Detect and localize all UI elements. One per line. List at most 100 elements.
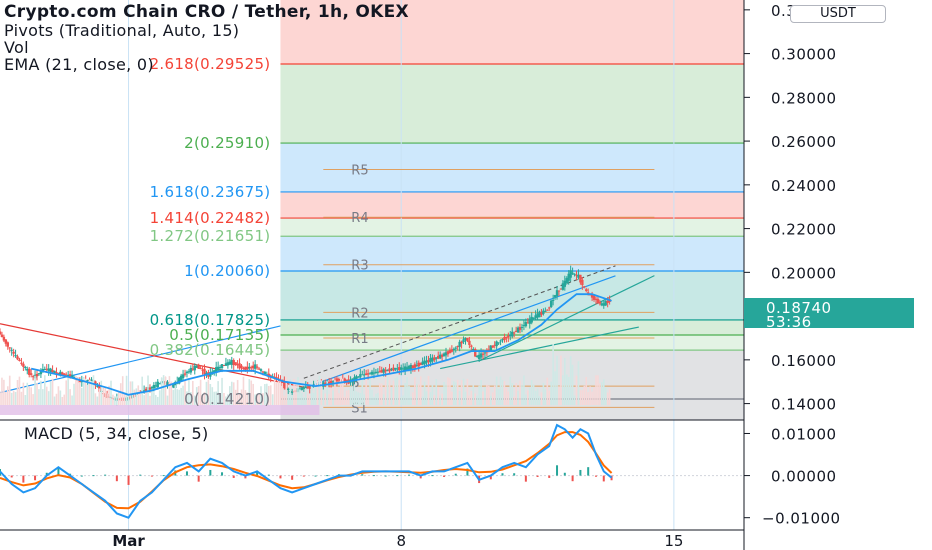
candle-body [226,362,230,366]
candle-body [144,388,148,392]
macd-histogram-bar [244,475,247,479]
macd-histogram-bar [127,475,130,485]
volume-bar [291,394,293,405]
candle-body [456,346,459,348]
volume-bar [530,380,533,405]
symbol-title[interactable]: Crypto.com Chain CRO / Tether, 1h, OKEX [4,2,409,22]
volume-bar [14,391,17,405]
volume-bar [334,379,336,405]
candle-body [259,369,263,371]
volume-bar [451,391,453,405]
candle-body [468,340,471,345]
candle-body [86,379,89,381]
volume-bar [367,389,369,405]
volume-bar [365,377,367,405]
candle-body [444,352,448,356]
volume-bar [493,385,496,405]
candle-body [598,301,602,304]
candle-body [242,367,245,369]
pivots-indicator-label[interactable]: Pivots (Traditional, Auto, 15) [4,21,240,40]
candle-body [524,322,528,327]
candle-body [39,370,43,375]
volume-bar [408,385,410,405]
candle-body [189,367,193,373]
volume-bar [184,380,186,405]
volume-bar [591,391,593,405]
candle-body [253,364,257,369]
volume-bar [174,385,177,405]
candle-body [569,270,572,278]
volume-bar [221,377,223,405]
volume-bar [182,385,184,405]
candle-body [343,378,346,384]
volume-bar [406,377,408,405]
macd-histogram-bar [80,475,83,477]
volume-bar [447,377,449,405]
candle-body [203,368,206,375]
volume-bar [127,393,130,405]
candle-body [359,374,362,378]
candle-body [20,362,23,364]
volume-bar [256,393,258,405]
candle-body [538,311,541,318]
volume-bar [186,391,188,405]
volume-bar [28,386,31,405]
volume-bar [65,380,68,405]
currency-badge[interactable]: USDT [790,5,886,23]
volume-bar [419,376,422,405]
volume-bar [250,380,253,405]
candle-body [409,364,413,371]
candle-body [380,370,383,373]
volume-bar [133,389,136,405]
candle-body [174,381,177,389]
time-axis[interactable]: Mar 8 15 [0,529,744,550]
candle-body [6,342,9,347]
candle-body [555,290,559,297]
candle-body [437,355,440,359]
volume-bar [443,382,445,405]
candle-body [201,369,204,371]
volume-bar [170,381,173,405]
candle-body [90,379,93,381]
volume-bar [147,375,149,405]
macd-histogram-bar [602,475,605,482]
volume-bar [425,391,428,405]
volume-bar [266,383,268,405]
candle-body [497,342,500,344]
ema-indicator-label[interactable]: EMA (21, close, 0) [4,55,154,74]
price-tick-label: 0.24000 [771,177,837,195]
candle-body [594,298,598,301]
volume-bar [285,376,288,405]
volume-bar [538,396,541,405]
fib-zone [280,191,744,219]
volume-bar [176,389,179,405]
candle-body [431,357,434,362]
volume-bar [69,389,71,405]
price-series [0,265,612,415]
candle-body [557,290,561,292]
macd-histogram-bar [536,475,539,477]
volume-bar [527,390,529,405]
price-axis[interactable]: 0.320000.300000.280000.260000.240000.220… [744,2,841,528]
volume-bar [137,385,140,405]
macd-indicator-label[interactable]: MACD (5, 34, close, 5) [24,424,209,443]
macd-histogram-bar [326,475,329,477]
candle-body [250,367,253,369]
candle-body [96,385,99,387]
candle-body [26,368,29,371]
candle-body [181,374,185,379]
volume-bar [197,386,200,405]
candle-body [394,367,397,370]
candle-body [565,278,568,284]
candle-body [281,379,284,387]
candle-body [417,362,420,367]
volume-indicator-label[interactable]: Vol [4,38,29,57]
volume-bar [569,356,572,405]
volume-bar [252,383,254,405]
volume-bar [608,388,611,405]
volume-bar [507,391,510,405]
candle-body [244,366,247,371]
volume-bar [238,393,241,405]
candle-body [158,383,161,385]
